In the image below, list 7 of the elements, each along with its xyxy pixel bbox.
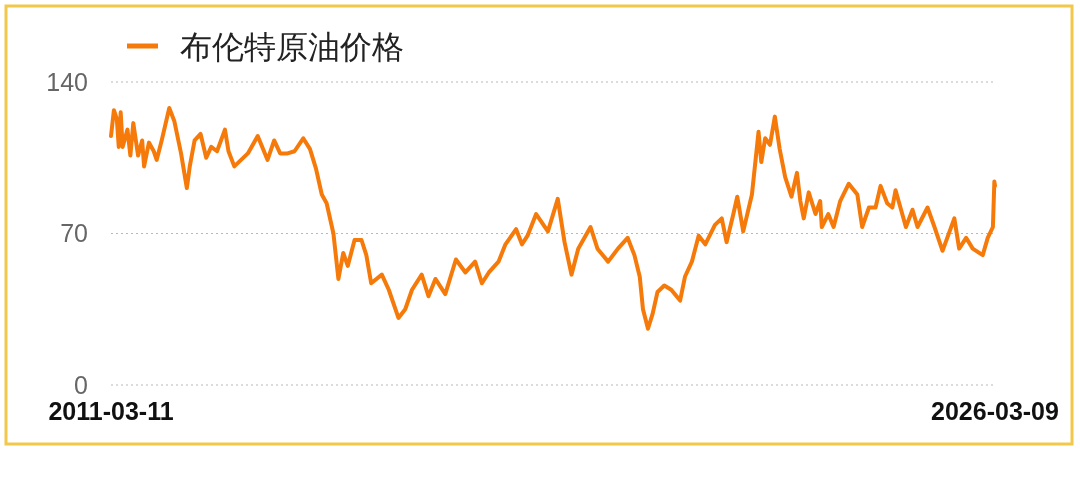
- y-tick-label: 70: [60, 219, 88, 248]
- line-series: [109, 105, 997, 331]
- x-tick-label: 2011-03-11: [48, 397, 174, 425]
- legend-label: 布伦特原油价格: [180, 28, 404, 65]
- x-tick-label: 2026-03-09: [931, 397, 1059, 425]
- y-tick-label: 0: [74, 370, 88, 399]
- y-tick-label: 140: [46, 67, 88, 96]
